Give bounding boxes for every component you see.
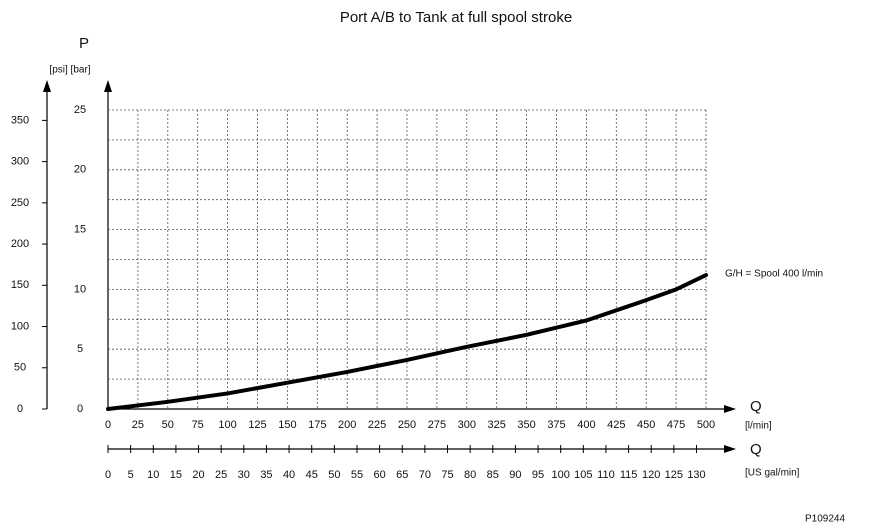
y-axis-units: [psi] [bar] <box>49 65 90 76</box>
x2-tick-label: 100 <box>552 469 570 481</box>
x-tick-label: 75 <box>192 419 204 431</box>
line <box>106 273 708 411</box>
y-axis-label: P <box>79 35 89 52</box>
x2-tick-label: 15 <box>170 469 182 481</box>
x2-tick-label: 120 <box>642 469 660 481</box>
x2-tick-label: 5 <box>128 469 134 481</box>
x2-tick-label: 35 <box>260 469 272 481</box>
x-tick-label: 500 <box>697 419 715 431</box>
y2-tick-label: 0 <box>17 403 23 415</box>
series-label: G/H = Spool 400 l/min <box>725 269 823 280</box>
x-axis-label: Q <box>750 398 762 415</box>
x2-tick-label: 95 <box>532 469 544 481</box>
x2-tick-label: 25 <box>215 469 227 481</box>
x-tick-label: 225 <box>368 419 386 431</box>
x-tick-label: 200 <box>338 419 356 431</box>
y2-tick-label: 250 <box>11 197 29 209</box>
x-tick-label: 150 <box>278 419 296 431</box>
arrow <box>43 80 51 92</box>
x-tick-label: 425 <box>607 419 625 431</box>
y-tick-label: 20 <box>74 164 86 176</box>
axes <box>43 80 736 453</box>
x-tick-label: 475 <box>667 419 685 431</box>
x2-axis-label: Q <box>750 441 762 458</box>
x2-tick-label: 115 <box>620 469 638 481</box>
x2-tick-label: 110 <box>597 469 615 481</box>
x2-tick-label: 90 <box>509 469 521 481</box>
x-tick-label: 450 <box>637 419 655 431</box>
x2-tick-label: 85 <box>487 469 499 481</box>
figure-id: P109244 <box>805 514 845 525</box>
x2-tick-label: 125 <box>665 469 683 481</box>
x2-tick-label: 30 <box>238 469 250 481</box>
x2-tick-label: 80 <box>464 469 476 481</box>
x-tick-label: 400 <box>577 419 595 431</box>
y2-tick-label: 200 <box>11 238 29 250</box>
y2-tick-label: 100 <box>11 320 29 332</box>
x2-axis-units: [US gal/min] <box>745 468 800 479</box>
x2-tick-label: 70 <box>419 469 431 481</box>
x-tick-label: 300 <box>458 419 476 431</box>
x-tick-label: 0 <box>105 419 111 431</box>
x-tick-label: 350 <box>517 419 535 431</box>
x-tick-label: 375 <box>547 419 565 431</box>
y2-tick-label: 150 <box>11 279 29 291</box>
x2-tick-label: 60 <box>373 469 385 481</box>
x-tick-label: 275 <box>428 419 446 431</box>
x2-tick-label: 75 <box>441 469 453 481</box>
y2-tick-label: 300 <box>11 156 29 168</box>
x2-tick-label: 55 <box>351 469 363 481</box>
y2-tick-label: 50 <box>14 362 26 374</box>
x2-tick-label: 65 <box>396 469 408 481</box>
arrow <box>724 445 736 453</box>
chart-title: Port A/B to Tank at full spool stroke <box>340 9 572 26</box>
y-tick-label: 15 <box>74 224 86 236</box>
arrow <box>104 80 112 92</box>
y-tick-label: 25 <box>74 104 86 116</box>
x2-tick-label: 50 <box>328 469 340 481</box>
x2-tick-label: 105 <box>574 469 592 481</box>
x2-tick-label: 10 <box>147 469 159 481</box>
x2-tick-label: 45 <box>306 469 318 481</box>
x2-tick-label: 20 <box>192 469 204 481</box>
arrow <box>724 405 736 413</box>
x-tick-label: 25 <box>132 419 144 431</box>
x2-tick-label: 40 <box>283 469 295 481</box>
y-tick-label: 10 <box>74 283 86 295</box>
x-tick-label: 100 <box>218 419 236 431</box>
x-tick-label: 325 <box>488 419 506 431</box>
y-tick-label: 5 <box>77 343 83 355</box>
y-tick-label: 0 <box>77 403 83 415</box>
x-tick-label: 175 <box>308 419 326 431</box>
x-tick-label: 125 <box>248 419 266 431</box>
y2-tick-label: 350 <box>11 114 29 126</box>
x2-tick-label: 130 <box>687 469 705 481</box>
x-axis-units: [l/min] <box>745 421 772 432</box>
x-tick-label: 50 <box>162 419 174 431</box>
x2-tick-label: 0 <box>105 469 111 481</box>
x-tick-label: 250 <box>398 419 416 431</box>
